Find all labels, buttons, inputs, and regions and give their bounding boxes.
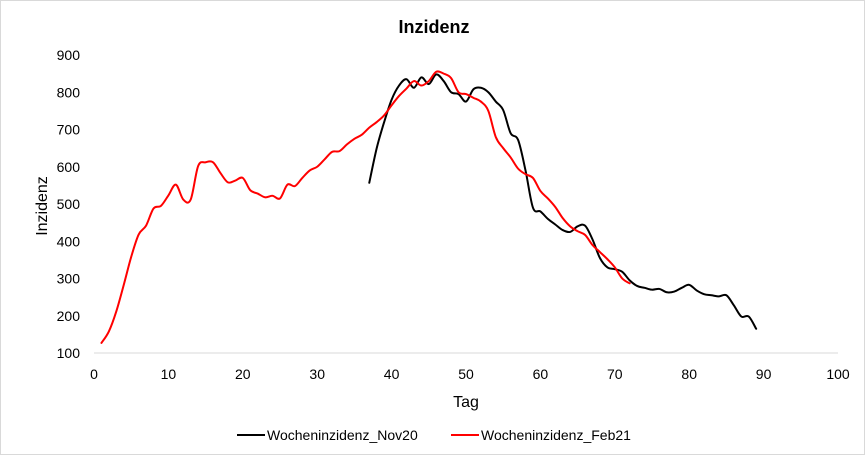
legend-label: Wocheninzidenz_Nov20 bbox=[267, 427, 418, 443]
x-tick-labels: 0 10 20 30 40 50 60 70 80 90 100 bbox=[90, 366, 850, 382]
series-lines bbox=[100, 70, 758, 344]
series-line-nov20 bbox=[368, 73, 758, 330]
x-tick-label: 30 bbox=[309, 366, 325, 382]
y-axis-title: Inzidenz bbox=[34, 176, 51, 236]
y-tick-labels: 100 200 300 400 500 600 700 800 900 bbox=[57, 47, 81, 361]
x-tick-label: 80 bbox=[681, 366, 697, 382]
x-tick-label: 100 bbox=[826, 366, 850, 382]
x-tick-label: 70 bbox=[607, 366, 623, 382]
y-tick-label: 100 bbox=[57, 345, 81, 361]
y-tick-label: 500 bbox=[57, 196, 81, 212]
y-tick-label: 600 bbox=[57, 159, 81, 175]
chart-title: Inzidenz bbox=[399, 17, 470, 37]
x-tick-label: 20 bbox=[235, 366, 251, 382]
y-tick-label: 800 bbox=[57, 84, 81, 100]
x-tick-label: 0 bbox=[90, 366, 98, 382]
y-tick-label: 300 bbox=[57, 271, 81, 287]
x-tick-label: 10 bbox=[161, 366, 177, 382]
y-tick-label: 200 bbox=[57, 308, 81, 324]
x-tick-label: 40 bbox=[384, 366, 400, 382]
x-axis-title: Tag bbox=[453, 394, 479, 411]
y-tick-label: 400 bbox=[57, 233, 81, 249]
x-tick-label: 60 bbox=[533, 366, 549, 382]
series-line-feb21 bbox=[100, 70, 631, 344]
legend: Wocheninzidenz_Nov20 Wocheninzidenz_Feb21 bbox=[237, 427, 631, 443]
x-tick-label: 90 bbox=[756, 366, 772, 382]
legend-label: Wocheninzidenz_Feb21 bbox=[481, 427, 631, 443]
y-tick-label: 700 bbox=[57, 122, 81, 138]
y-tick-label: 900 bbox=[57, 47, 81, 63]
x-tick-label: 50 bbox=[458, 366, 474, 382]
